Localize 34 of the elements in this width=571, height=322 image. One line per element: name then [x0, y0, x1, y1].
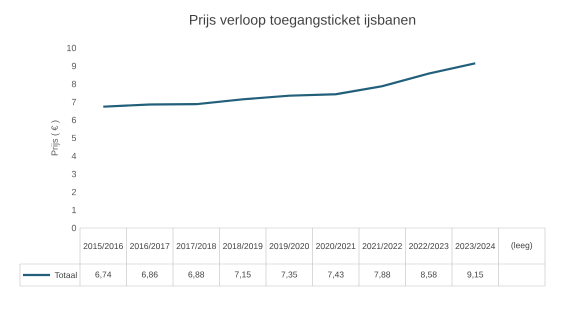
data-label: 6,88	[188, 271, 204, 279]
x-tick-label: (leeg)	[511, 242, 532, 250]
x-tick-label: 2015/2016	[84, 242, 123, 250]
data-label: 9,15	[467, 271, 484, 279]
x-tick-label: 2021/2022	[362, 242, 402, 250]
data-label: 7,15	[234, 272, 251, 278]
y-axis-title: Prijs ( € )	[51, 120, 60, 156]
line-series	[102, 62, 476, 108]
data-label: 6,74	[95, 271, 112, 279]
x-tick-label: 2022/2023	[409, 242, 448, 250]
y-tick-label: 5	[72, 134, 76, 142]
y-tick-label: 6	[72, 116, 76, 124]
legend-label: Totaal	[54, 272, 77, 278]
x-tick-label: 2018/2019	[223, 242, 262, 250]
data-label: 7,43	[328, 271, 344, 279]
y-tick-label: 4	[72, 152, 76, 160]
y-tick-label: 0	[72, 224, 76, 232]
y-tick-label: 2	[72, 188, 76, 196]
y-tick-label: 3	[72, 170, 76, 178]
x-tick-label: 2023/2024	[456, 242, 496, 250]
y-tick-label: 1	[72, 206, 76, 214]
y-tick-label: 7	[72, 98, 76, 106]
chart-title: Prijs verloop toegangsticket ijsbanen	[190, 14, 416, 28]
x-tick-label: 2020/2021	[316, 242, 356, 250]
x-tick-label: 2019/2020	[270, 242, 309, 250]
y-tick-label: 10	[67, 44, 76, 52]
data-label: 7,35	[281, 271, 298, 279]
data-label: 8,58	[420, 271, 437, 279]
y-tick-label: 8	[72, 80, 76, 88]
x-tick-label: 2017/2018	[176, 242, 216, 250]
x-tick-label: 2016/2017	[130, 242, 170, 250]
data-label: 6,86	[142, 271, 158, 279]
data-label: 7,88	[374, 271, 390, 279]
y-tick-label: 9	[72, 62, 76, 70]
